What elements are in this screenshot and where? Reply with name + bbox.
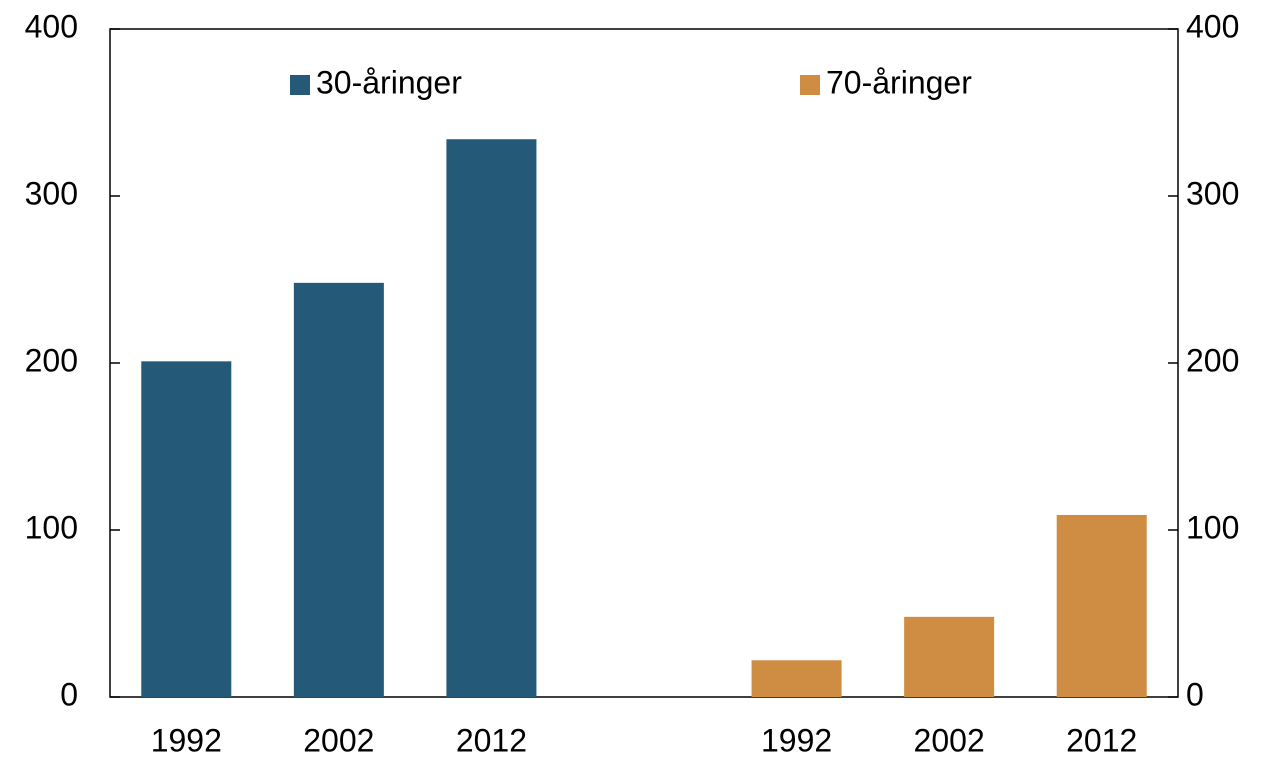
- y2-tick-label: 100: [1186, 509, 1239, 545]
- bar: [751, 660, 842, 697]
- y-tick-label: 300: [25, 175, 78, 211]
- y-tick-label: 100: [25, 509, 78, 545]
- legend-label: 30-åringer: [316, 64, 462, 100]
- x-tick-label: 2002: [303, 722, 374, 758]
- bar: [141, 361, 232, 697]
- x-tick-label: 1992: [761, 722, 832, 758]
- legend-label: 70-åringer: [826, 64, 972, 100]
- x-tick-label: 1992: [151, 722, 222, 758]
- y-tick-label: 400: [25, 8, 78, 44]
- bar: [446, 139, 537, 698]
- legend-swatch: [800, 75, 820, 95]
- x-tick-label: 2012: [1066, 722, 1137, 758]
- plot-frame: [109, 28, 1179, 698]
- y2-tick-label: 0: [1186, 676, 1204, 712]
- y-tick-label: 0: [60, 676, 78, 712]
- x-tick-label: 2012: [456, 722, 527, 758]
- bar: [293, 282, 384, 697]
- y2-tick-label: 200: [1186, 342, 1239, 378]
- x-tick-label: 2002: [914, 722, 985, 758]
- bar: [1056, 514, 1147, 697]
- y2-tick-label: 300: [1186, 175, 1239, 211]
- y2-tick-label: 400: [1186, 8, 1239, 44]
- legend-swatch: [290, 75, 310, 95]
- y-tick-label: 200: [25, 342, 78, 378]
- bar: [904, 616, 995, 697]
